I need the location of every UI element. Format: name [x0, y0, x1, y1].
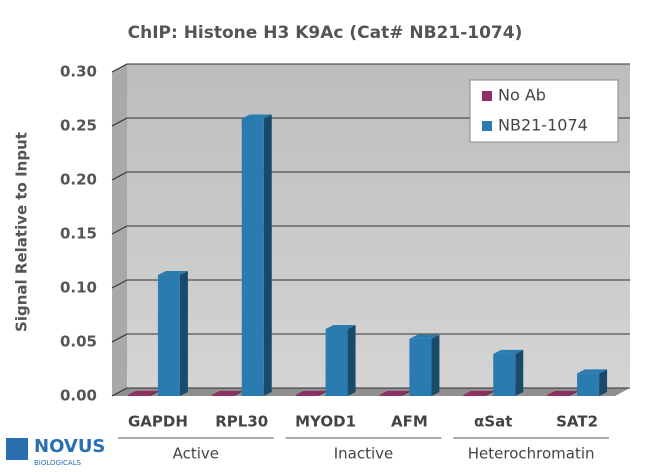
- group-label: Inactive: [334, 445, 394, 463]
- bar: [547, 394, 570, 396]
- grid-line-side: [111, 63, 128, 73]
- legend-swatch: [482, 91, 492, 101]
- y-tick-label: 0.15: [60, 225, 97, 243]
- bar-top: [493, 349, 524, 354]
- y-tick-label: 0.00: [60, 387, 97, 405]
- bar-side: [485, 390, 494, 396]
- legend-label: No Ab: [498, 86, 546, 105]
- bar: [211, 394, 234, 396]
- bar-top: [127, 390, 158, 395]
- logo: NOVUS BIOLOGICALS: [6, 436, 105, 467]
- bar-top: [295, 390, 326, 395]
- y-axis-label: Signal Relative to Input: [13, 132, 31, 332]
- bar-side: [515, 349, 524, 396]
- bar-top: [409, 334, 440, 339]
- legend-box: [469, 79, 619, 143]
- grid-line-side: [111, 333, 128, 343]
- bar: [295, 394, 318, 396]
- bar-side: [149, 390, 158, 396]
- logo-name: NOVUS: [34, 436, 105, 457]
- bar-top: [157, 271, 188, 276]
- grid-line-side: [111, 171, 128, 181]
- bar: [157, 275, 180, 396]
- x-tick-label: RPL30: [215, 413, 268, 431]
- grid-line-side: [111, 225, 128, 235]
- bar: [379, 394, 402, 396]
- x-tick-label: αSat: [474, 413, 512, 431]
- y-tick-label: 0.20: [60, 171, 97, 189]
- bar-side: [401, 390, 410, 396]
- x-tick-label: MYOD1: [295, 413, 356, 431]
- bar: [241, 118, 264, 396]
- logo-icon: [6, 438, 28, 460]
- bar-side: [599, 369, 608, 396]
- x-tick-label: GAPDH: [128, 413, 188, 431]
- legend-swatch: [482, 121, 492, 131]
- bar: [409, 338, 432, 396]
- y-tick-label: 0.30: [60, 63, 97, 81]
- bar-side: [179, 271, 188, 396]
- bar-top: [577, 369, 608, 374]
- bar-side: [347, 325, 356, 396]
- bar: [577, 373, 600, 396]
- x-tick-label: SAT2: [556, 413, 598, 431]
- x-tick-label: AFM: [391, 413, 428, 431]
- bar-top: [325, 325, 356, 330]
- logo-sub: BIOLOGICALS: [34, 459, 82, 467]
- bar-top: [241, 114, 272, 119]
- legend-label: NB21-1074: [498, 116, 588, 135]
- bar: [325, 329, 348, 396]
- y-tick-label: 0.10: [60, 279, 97, 297]
- bar: [463, 394, 486, 396]
- bar-side: [263, 114, 272, 396]
- y-tick-label: 0.05: [60, 333, 97, 351]
- chart-title: ChIP: Histone H3 K9Ac (Cat# NB21-1074): [128, 23, 523, 43]
- group-label: Active: [173, 445, 219, 463]
- bar-side: [431, 334, 440, 396]
- bar: [127, 394, 150, 396]
- bar-top: [379, 390, 410, 395]
- bar-top: [547, 390, 578, 395]
- bar-top: [463, 390, 494, 395]
- bar-side: [233, 390, 242, 396]
- bar: [493, 353, 516, 396]
- grid-line-side: [111, 387, 128, 397]
- bar-top: [211, 390, 242, 395]
- grid-line-side: [111, 117, 128, 127]
- bar-side: [569, 390, 578, 396]
- group-label: Heterochromatin: [468, 445, 595, 463]
- bar-side: [317, 390, 326, 396]
- y-tick-label: 0.25: [60, 117, 97, 135]
- grid-line-side: [111, 279, 128, 289]
